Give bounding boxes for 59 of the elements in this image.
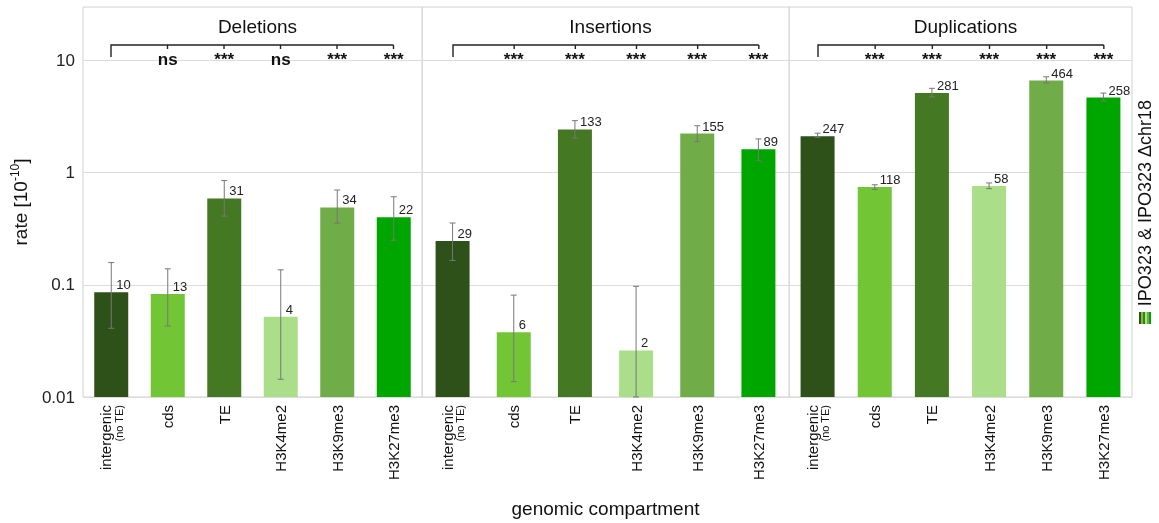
x-tick-label: H3K27me3 (749, 405, 767, 481)
annotation: 58 (994, 171, 1009, 187)
y-tick-label: 0.01 (41, 387, 75, 407)
annotation: 31 (229, 183, 244, 199)
annotation: 89 (763, 134, 778, 150)
annotation: ns (157, 50, 178, 69)
x-tick-label: H3K9me3 (1037, 405, 1055, 472)
x-tick-label: intergenic (no TE) (97, 404, 125, 471)
annotation: 247 (822, 121, 845, 137)
annotation: *** (564, 50, 586, 69)
annotation: 258 (1108, 82, 1131, 98)
annotation: ns (270, 50, 291, 69)
y-tick-label: 1 (65, 163, 75, 183)
annotation: 34 (342, 192, 357, 208)
annotation: *** (327, 50, 348, 69)
annotation: 155 (702, 118, 724, 134)
annotation: *** (921, 50, 943, 69)
annotation: 10 (116, 277, 131, 293)
annotation: 6 (518, 317, 526, 333)
annotation: 2 (641, 335, 649, 351)
text: Duplications (913, 16, 1018, 37)
annotation: *** (687, 50, 708, 69)
x-tick-label: TE (566, 405, 584, 425)
annotation: 29 (457, 225, 473, 241)
text: Deletions (217, 16, 298, 37)
text: Insertions (569, 16, 652, 37)
x-tick-label: cds (505, 405, 523, 429)
x-tick-label: H3K27me3 (385, 405, 403, 481)
annotation: *** (214, 50, 235, 69)
x-tick-label: TE (215, 405, 233, 425)
x-tick-label: H3K4me2 (272, 405, 290, 472)
x-tick-label: intergenic (no TE) (803, 404, 832, 471)
x-tick-label: intergenic (no TE) (438, 404, 467, 471)
x-tick-label: TE (923, 405, 941, 425)
annotation: 281 (936, 78, 959, 94)
x-axis-title: genomic compartment (511, 498, 701, 519)
annotation: 4 (285, 301, 293, 317)
x-tick-label: H3K4me2 (980, 405, 998, 472)
x-tick-label: H3K9me3 (328, 405, 346, 472)
annotation: *** (383, 50, 405, 69)
annotation: *** (748, 50, 769, 69)
annotation: *** (979, 50, 1000, 69)
x-tick-label: H3K27me3 (1094, 405, 1112, 481)
x-tick-label: H3K9me3 (688, 405, 706, 472)
annotation: 22 (398, 202, 414, 218)
y-tick-label: 0.1 (51, 275, 75, 295)
annotation: *** (503, 50, 525, 69)
annotation: *** (1093, 50, 1114, 69)
x-tick-label: cds (159, 405, 177, 429)
y-tick-label: 10 (56, 51, 75, 71)
x-tick-label: cds (866, 405, 884, 429)
x-tick-label: H3K4me2 (627, 405, 645, 472)
annotation: 13 (172, 278, 188, 294)
annotation: *** (626, 50, 647, 69)
annotation: 133 (579, 114, 602, 130)
y-axis-title: rate [10-10] (8, 158, 31, 246)
annotation: 118 (879, 171, 901, 187)
annotation: *** (864, 50, 886, 69)
text: IPO323 & IPO323 Δchr18 (1134, 100, 1156, 307)
